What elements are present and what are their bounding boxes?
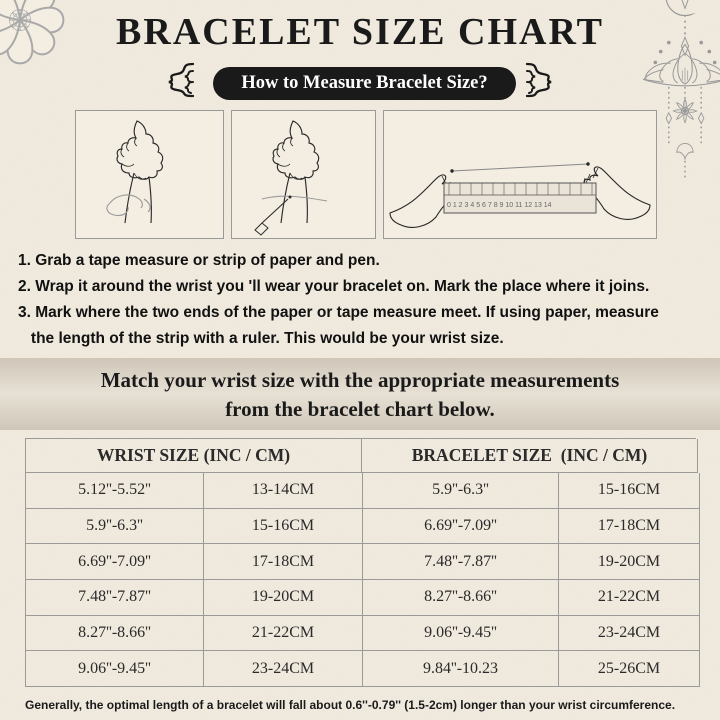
svg-text:0 1 2 3 4 5 6 7 8 9 10 11 12 1: 0 1 2 3 4 5 6 7 8 9 10 11 12 13 14 [447,202,552,209]
